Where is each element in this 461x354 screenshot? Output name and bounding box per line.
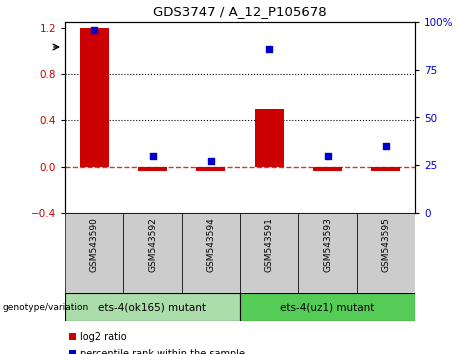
Bar — [240, 213, 298, 293]
Title: GDS3747 / A_12_P105678: GDS3747 / A_12_P105678 — [153, 5, 327, 18]
Bar — [124, 213, 182, 293]
Point — [207, 159, 214, 164]
Point — [324, 153, 331, 159]
Point — [266, 46, 273, 52]
Bar — [182, 213, 240, 293]
Bar — [254, 109, 284, 167]
Text: GSM543591: GSM543591 — [265, 217, 274, 272]
Text: GSM543593: GSM543593 — [323, 217, 332, 272]
Bar — [138, 167, 167, 171]
Point — [90, 27, 98, 33]
Bar — [371, 167, 401, 171]
Bar — [196, 167, 225, 171]
Text: GSM543592: GSM543592 — [148, 217, 157, 272]
Bar — [240, 293, 415, 321]
Text: ets-4(ok165) mutant: ets-4(ok165) mutant — [99, 302, 207, 312]
Point — [149, 153, 156, 159]
Text: log2 ratio: log2 ratio — [80, 332, 127, 342]
Text: genotype/variation: genotype/variation — [2, 303, 89, 312]
Point — [382, 143, 390, 149]
Bar — [298, 213, 357, 293]
Text: GSM543594: GSM543594 — [207, 217, 215, 272]
Bar — [65, 293, 240, 321]
Bar — [65, 213, 124, 293]
Text: GSM543595: GSM543595 — [381, 217, 390, 272]
Bar — [313, 167, 342, 171]
Text: percentile rank within the sample: percentile rank within the sample — [80, 349, 245, 354]
Text: GSM543590: GSM543590 — [90, 217, 99, 272]
Bar — [69, 350, 76, 354]
Bar — [80, 28, 109, 167]
Text: ets-4(uz1) mutant: ets-4(uz1) mutant — [280, 302, 375, 312]
Bar — [357, 213, 415, 293]
Bar — [69, 333, 76, 340]
